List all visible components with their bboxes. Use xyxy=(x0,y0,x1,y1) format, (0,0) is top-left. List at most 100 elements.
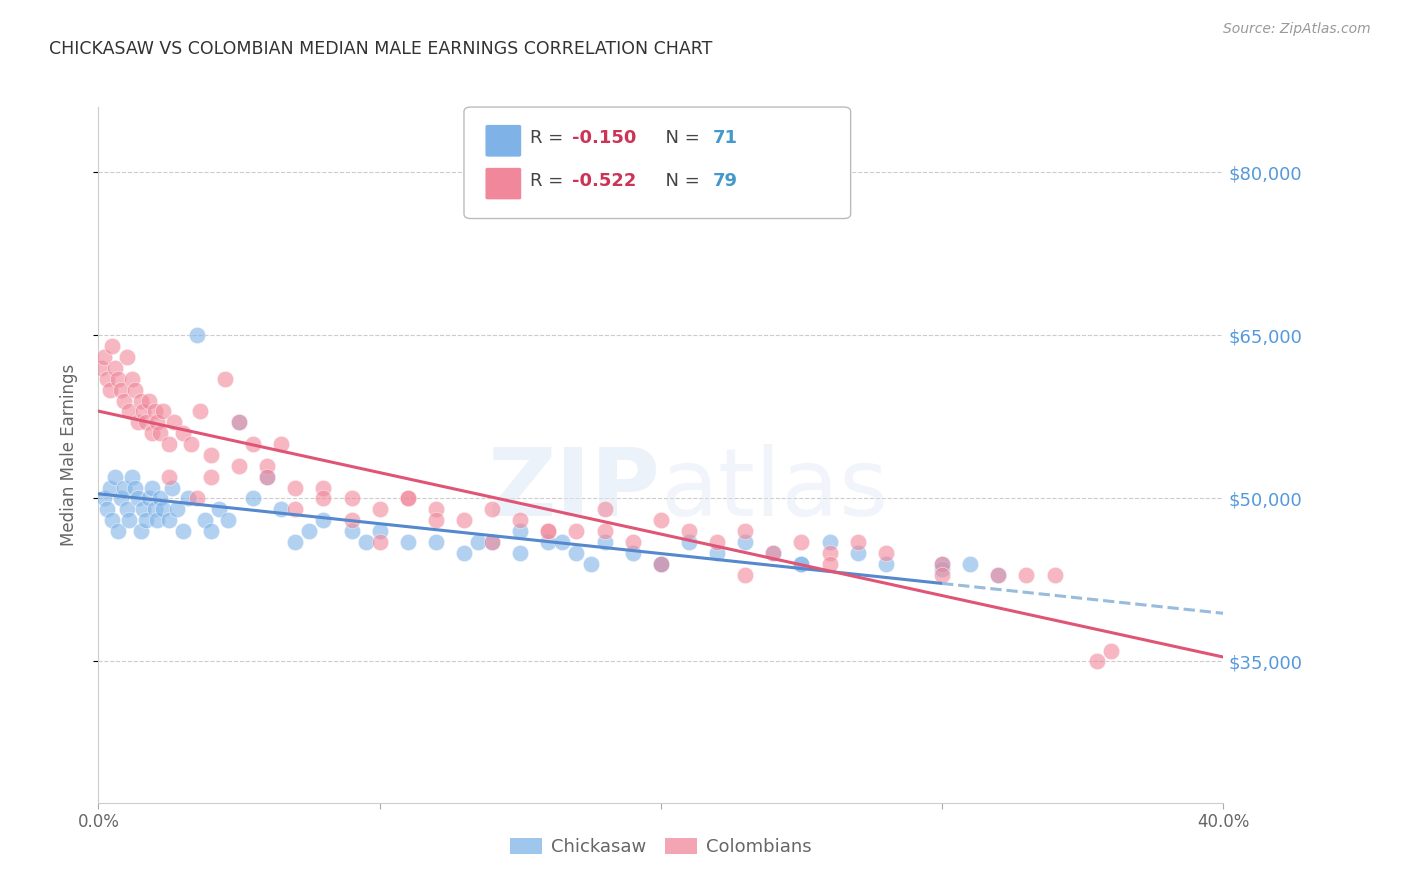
Point xyxy=(481,502,503,516)
Text: N =: N = xyxy=(654,129,706,147)
Point xyxy=(650,557,672,571)
Point xyxy=(650,557,672,571)
Text: R =: R = xyxy=(530,129,569,147)
Point xyxy=(118,513,141,527)
Point xyxy=(312,513,335,527)
Point xyxy=(509,513,531,527)
Point xyxy=(143,502,166,516)
Point xyxy=(706,546,728,560)
Point xyxy=(621,546,644,560)
Point xyxy=(188,404,211,418)
Point xyxy=(200,524,222,538)
Point xyxy=(875,557,897,571)
Point xyxy=(157,469,180,483)
Point xyxy=(143,404,166,418)
Point xyxy=(90,360,112,375)
Point xyxy=(565,524,588,538)
Point xyxy=(141,481,163,495)
Point xyxy=(146,415,169,429)
Point xyxy=(242,491,264,506)
Point xyxy=(509,524,531,538)
Point xyxy=(593,502,616,516)
Point xyxy=(537,524,560,538)
Point xyxy=(101,513,124,527)
Point xyxy=(1099,643,1122,657)
Point xyxy=(93,491,115,506)
Point xyxy=(118,404,141,418)
Point xyxy=(593,524,616,538)
Point xyxy=(186,328,208,343)
Point xyxy=(425,502,447,516)
Point xyxy=(107,524,129,538)
Point xyxy=(112,393,135,408)
Point xyxy=(112,481,135,495)
Point xyxy=(481,534,503,549)
Point xyxy=(734,567,756,582)
Point xyxy=(593,534,616,549)
Point xyxy=(298,524,321,538)
Point xyxy=(931,557,953,571)
Point xyxy=(846,534,869,549)
Point xyxy=(396,491,419,506)
Point xyxy=(127,491,149,506)
Text: 71: 71 xyxy=(713,129,738,147)
Point xyxy=(110,383,132,397)
Point xyxy=(340,491,363,506)
Point xyxy=(166,502,188,516)
Point xyxy=(790,534,813,549)
Point xyxy=(818,546,841,560)
Point xyxy=(818,534,841,549)
Point xyxy=(270,437,292,451)
Point xyxy=(256,469,278,483)
Point xyxy=(453,546,475,560)
Point xyxy=(368,502,391,516)
Text: -0.522: -0.522 xyxy=(572,172,637,190)
Point xyxy=(284,481,307,495)
Point xyxy=(551,534,574,549)
Point xyxy=(987,567,1010,582)
Point xyxy=(149,491,172,506)
Point xyxy=(340,524,363,538)
Point xyxy=(186,491,208,506)
Point xyxy=(467,534,489,549)
Point xyxy=(217,513,239,527)
Point xyxy=(110,491,132,506)
Point xyxy=(177,491,200,506)
Point xyxy=(200,469,222,483)
Point xyxy=(579,557,602,571)
Point xyxy=(141,426,163,441)
Point xyxy=(790,557,813,571)
Point xyxy=(256,469,278,483)
Point xyxy=(135,513,157,527)
Point xyxy=(96,372,118,386)
Point xyxy=(1043,567,1066,582)
Point xyxy=(621,534,644,549)
Point xyxy=(368,524,391,538)
Point xyxy=(104,360,127,375)
Point xyxy=(98,383,121,397)
Point xyxy=(270,502,292,516)
Point xyxy=(172,524,194,538)
Point xyxy=(228,458,250,473)
Text: 79: 79 xyxy=(713,172,738,190)
Point xyxy=(228,415,250,429)
Point xyxy=(931,567,953,582)
Point xyxy=(98,481,121,495)
Point xyxy=(194,513,217,527)
Text: CHICKASAW VS COLOMBIAN MEDIAN MALE EARNINGS CORRELATION CHART: CHICKASAW VS COLOMBIAN MEDIAN MALE EARNI… xyxy=(49,40,713,58)
Point xyxy=(172,426,194,441)
Point xyxy=(242,437,264,451)
Point xyxy=(931,557,953,571)
Point xyxy=(790,557,813,571)
Point xyxy=(124,481,146,495)
Point xyxy=(157,513,180,527)
Point xyxy=(425,513,447,527)
Point xyxy=(93,350,115,364)
Point xyxy=(104,469,127,483)
Point xyxy=(256,458,278,473)
Point xyxy=(678,534,700,549)
Point xyxy=(650,513,672,527)
Point xyxy=(127,415,149,429)
Point xyxy=(138,491,160,506)
Point xyxy=(115,350,138,364)
